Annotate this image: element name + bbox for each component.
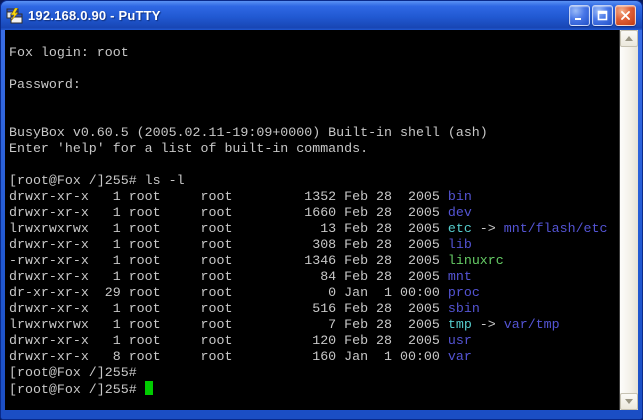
terminal-line: drwxr-xr-x 1 root root 84 Feb 28 2005 mn… <box>9 269 619 285</box>
terminal-text: mnt <box>447 269 472 284</box>
terminal-text: Fox login: root <box>9 45 129 60</box>
terminal-text: usr <box>447 333 472 348</box>
minimize-icon <box>575 18 581 20</box>
terminal-line <box>9 109 619 125</box>
terminal-line: [root@Fox /]255# ls -l <box>9 173 619 189</box>
putty-terminals-icon[interactable] <box>6 7 24 24</box>
terminal-line: drwxr-xr-x 1 root root 120 Feb 28 2005 u… <box>9 333 619 349</box>
terminal-text: proc <box>447 285 480 300</box>
terminal-line: lrwxrwxrwx 1 root root 7 Feb 28 2005 tmp… <box>9 317 619 333</box>
terminal-text: mnt/flash/etc <box>503 221 608 236</box>
terminal-line <box>9 157 619 173</box>
terminal-text: dev <box>447 205 472 220</box>
maximize-button[interactable] <box>592 5 613 26</box>
terminal-line: drwxr-xr-x 1 root root 1660 Feb 28 2005 … <box>9 205 619 221</box>
terminal-text: etc <box>447 221 472 236</box>
terminal-text: lrwxrwxrwx 1 root root 13 Feb 28 2005 <box>9 221 448 236</box>
scroll-up-button[interactable] <box>620 30 638 47</box>
minimize-button[interactable] <box>569 5 590 26</box>
terminal-text: drwxr-xr-x 1 root root 1352 Feb 28 2005 <box>9 189 448 204</box>
terminal-text: drwxr-xr-x 1 root root 308 Feb 28 2005 <box>9 237 448 252</box>
close-icon <box>621 11 630 20</box>
terminal-text: BusyBox v0.60.5 (2005.02.11-19:09+0000) … <box>9 125 488 140</box>
terminal-cursor <box>144 381 153 395</box>
terminal-line: dr-xr-xr-x 29 root root 0 Jan 1 00:00 pr… <box>9 285 619 301</box>
terminal-line: Fox login: root <box>9 45 619 61</box>
terminal-text: drwxr-xr-x 1 root root 84 Feb 28 2005 <box>9 269 448 284</box>
terminal-text: Enter 'help' for a list of built-in comm… <box>9 141 369 156</box>
terminal-text: Password: <box>9 77 81 92</box>
terminal-line: BusyBox v0.60.5 (2005.02.11-19:09+0000) … <box>9 125 619 141</box>
terminal-text: sbin <box>447 301 480 316</box>
terminal-text: linuxrc <box>447 253 504 268</box>
close-button[interactable] <box>615 5 636 26</box>
terminal-text: -> <box>471 317 504 332</box>
terminal-text: [root@Fox /]255# <box>9 365 137 380</box>
terminal-line <box>9 93 619 109</box>
terminal-screen[interactable]: Fox login: root Password: BusyBox v0.60.5 … <box>5 30 619 410</box>
window-content: Fox login: root Password: BusyBox v0.60.5 … <box>5 30 638 410</box>
terminal-line: drwxr-xr-x 8 root root 160 Jan 1 00:00 v… <box>9 349 619 365</box>
terminal-text: var/tmp <box>503 317 560 332</box>
terminal-text: bin <box>447 189 472 204</box>
terminal-line: Enter 'help' for a list of built-in comm… <box>9 141 619 157</box>
terminal-text: lib <box>447 237 472 252</box>
terminal-line: lrwxrwxrwx 1 root root 13 Feb 28 2005 et… <box>9 221 619 237</box>
window-controls <box>569 5 636 26</box>
terminal-text: -rwxr-xr-x 1 root root 1346 Feb 28 2005 <box>9 253 448 268</box>
terminal-text: [root@Fox /]255# ls -l <box>9 173 185 188</box>
terminal-text: drwxr-xr-x 1 root root 516 Feb 28 2005 <box>9 301 448 316</box>
scrollbar[interactable] <box>619 30 638 410</box>
chevron-down-icon <box>625 399 633 404</box>
terminal-line: [root@Fox /]255# <box>9 381 619 397</box>
title-bar[interactable]: 192.168.0.90 - PuTTY <box>1 1 642 30</box>
terminal-text: drwxr-xr-x 1 root root 120 Feb 28 2005 <box>9 333 448 348</box>
terminal-text: drwxr-xr-x 1 root root 1660 Feb 28 2005 <box>9 205 448 220</box>
scroll-down-button[interactable] <box>620 393 638 410</box>
terminal-text: var <box>447 349 472 364</box>
terminal-text: drwxr-xr-x 8 root root 160 Jan 1 00:00 <box>9 349 448 364</box>
terminal-line: drwxr-xr-x 1 root root 516 Feb 28 2005 s… <box>9 301 619 317</box>
chevron-up-icon <box>625 36 633 41</box>
scrollbar-track[interactable] <box>620 47 638 393</box>
terminal-text: -> <box>471 221 504 236</box>
terminal-text: [root@Fox /]255# <box>9 382 145 397</box>
terminal-line: drwxr-xr-x 1 root root 1352 Feb 28 2005 … <box>9 189 619 205</box>
terminal-line: drwxr-xr-x 1 root root 308 Feb 28 2005 l… <box>9 237 619 253</box>
terminal-text: lrwxrwxrwx 1 root root 7 Feb 28 2005 <box>9 317 448 332</box>
terminal-line <box>9 61 619 77</box>
window-title: 192.168.0.90 - PuTTY <box>28 8 161 23</box>
terminal-text: tmp <box>447 317 472 332</box>
terminal-line: -rwxr-xr-x 1 root root 1346 Feb 28 2005 … <box>9 253 619 269</box>
terminal-text: dr-xr-xr-x 29 root root 0 Jan 1 00:00 <box>9 285 448 300</box>
terminal-line: Password: <box>9 77 619 93</box>
maximize-icon <box>597 10 608 21</box>
terminal-line: [root@Fox /]255# <box>9 365 619 381</box>
terminal-lines: Fox login: root Password: BusyBox v0.60.5 … <box>9 45 619 397</box>
